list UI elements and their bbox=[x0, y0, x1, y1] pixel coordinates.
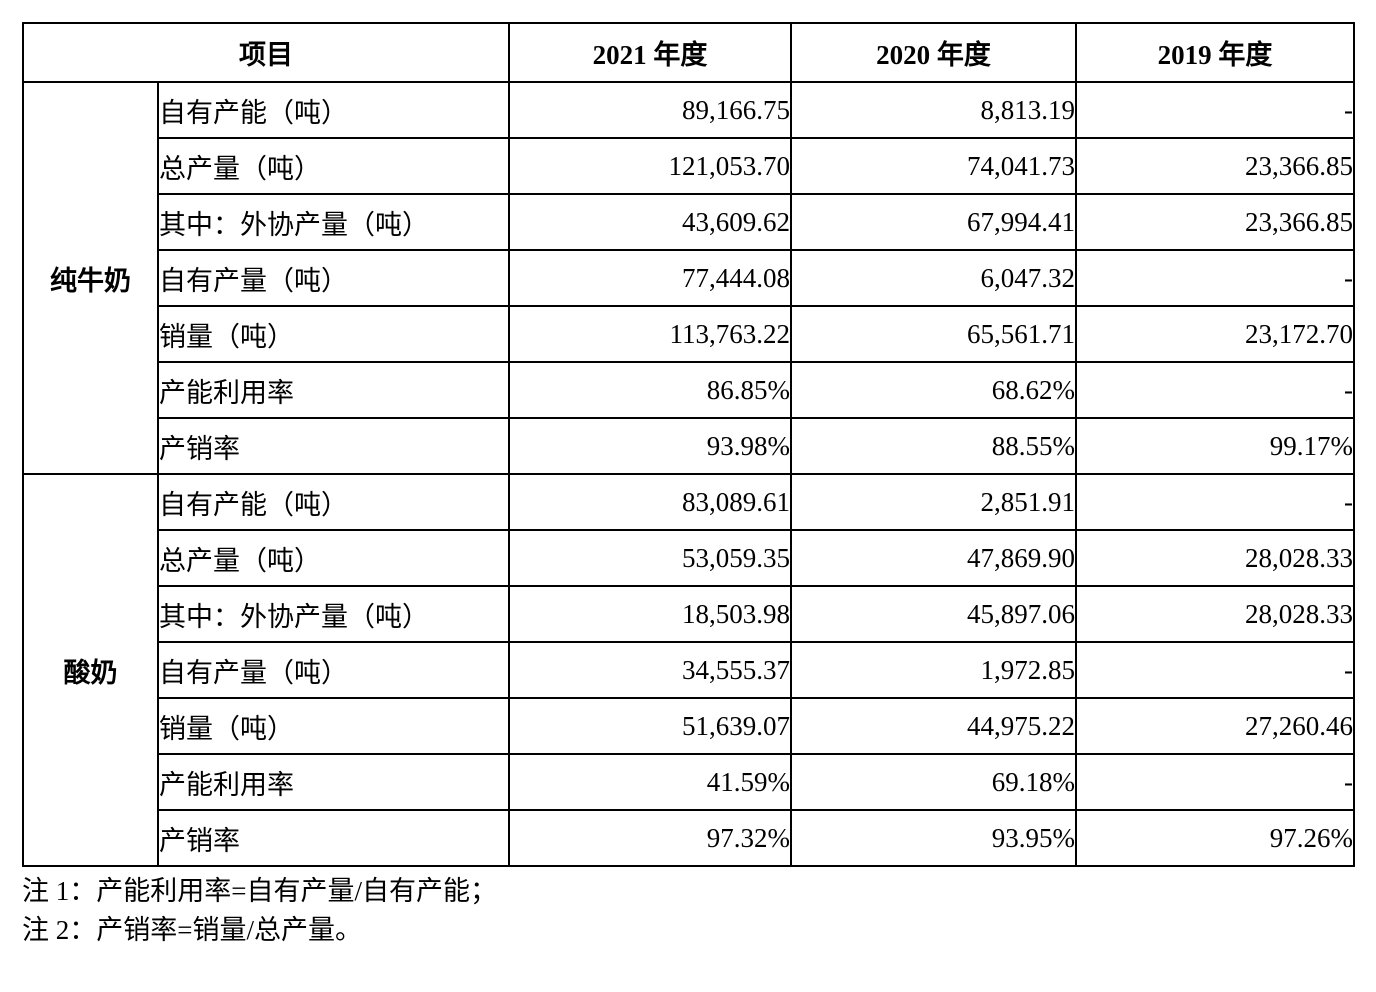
table-row: 销量（吨） 51,639.07 44,975.22 27,260.46 bbox=[23, 697, 1355, 755]
value-2019: - bbox=[1075, 641, 1355, 699]
group-label: 酸奶 bbox=[22, 473, 159, 867]
table-row: 总产量（吨） 53,059.35 47,869.90 28,028.33 bbox=[23, 529, 1355, 587]
value-2019: 23,172.70 bbox=[1075, 305, 1355, 363]
table-row: 产能利用率 86.85% 68.62% - bbox=[23, 361, 1355, 419]
value-2020: 44,975.22 bbox=[790, 697, 1077, 755]
value-2019: - bbox=[1075, 473, 1355, 531]
table-row: 自有产量（吨） 34,555.37 1,972.85- bbox=[23, 641, 1355, 699]
row-label: 销量（吨） bbox=[157, 305, 510, 363]
value-2020: 6,047.32 bbox=[790, 249, 1077, 307]
value-2020: 2,851.91 bbox=[790, 473, 1077, 531]
value-2020: 1,972.85 bbox=[790, 641, 1077, 699]
value-2021: 34,555.37 bbox=[508, 641, 792, 699]
row-label: 自有产量（吨） bbox=[157, 641, 510, 699]
value-2021: 53,059.35 bbox=[508, 529, 792, 587]
value-2020: 93.95% bbox=[790, 809, 1077, 867]
table-row: 其中：外协产量（吨） 43,609.62 67,994.41 23,366.85 bbox=[23, 193, 1355, 251]
value-2021: 97.32% bbox=[508, 809, 792, 867]
col-header-2021: 2021 年度 bbox=[508, 22, 792, 83]
value-2021: 113,763.22 bbox=[508, 305, 792, 363]
value-2019: - bbox=[1075, 361, 1355, 419]
production-sales-table: 项目 2021 年度 2020 年度 2019 年度 纯牛奶 自有产能（吨） 89,… bbox=[22, 22, 1355, 867]
table-row: 纯牛奶 自有产能（吨） 89,166.75 8,813.19- bbox=[22, 81, 1355, 475]
row-label: 产能利用率 bbox=[157, 361, 510, 419]
row-label: 总产量（吨） bbox=[157, 529, 510, 587]
value-2021: 93.98% bbox=[508, 417, 792, 475]
value-2020: 65,561.71 bbox=[790, 305, 1077, 363]
value-2020: 69.18% bbox=[790, 753, 1077, 811]
value-2021: 41.59% bbox=[508, 753, 792, 811]
row-label: 总产量（吨） bbox=[157, 137, 510, 195]
value-2019: 28,028.33 bbox=[1075, 529, 1355, 587]
value-2021: 18,503.98 bbox=[508, 585, 792, 643]
value-2019: 28,028.33 bbox=[1075, 585, 1355, 643]
row-label: 自有产量（吨） bbox=[157, 249, 510, 307]
value-2020: 68.62% bbox=[790, 361, 1077, 419]
table-header-row: 项目 2021 年度 2020 年度 2019 年度 bbox=[22, 22, 1355, 83]
table-row: 产销率 93.98% 88.55% 99.17% bbox=[23, 417, 1355, 475]
value-2019: 99.17% bbox=[1075, 417, 1355, 475]
value-2021: 86.85% bbox=[508, 361, 792, 419]
col-header-2019: 2019 年度 bbox=[1075, 22, 1355, 83]
table-row: 自有产量（吨） 77,444.08 6,047.32- bbox=[23, 249, 1355, 307]
table-row: 总产量（吨） 121,053.70 74,041.73 23,366.85 bbox=[23, 137, 1355, 195]
row-label: 产能利用率 bbox=[157, 753, 510, 811]
row-label: 自有产能（吨） bbox=[157, 81, 510, 139]
table-row: 销量（吨） 113,763.22 65,561.71 23,172.70 bbox=[23, 305, 1355, 363]
row-label: 其中：外协产量（吨） bbox=[157, 193, 510, 251]
value-2021: 83,089.61 bbox=[508, 473, 792, 531]
value-2019: 97.26% bbox=[1075, 809, 1355, 867]
value-2020: 8,813.19 bbox=[790, 81, 1077, 139]
value-2021: 121,053.70 bbox=[508, 137, 792, 195]
table-header: 项目 2021 年度 2020 年度 2019 年度 bbox=[22, 22, 1355, 83]
table-row: 产销率 97.32% 93.95% 97.26% bbox=[23, 809, 1355, 867]
value-2019: 23,366.85 bbox=[1075, 137, 1355, 195]
value-2019: - bbox=[1075, 249, 1355, 307]
footnotes: 注 1：产能利用率=自有产量/自有产能； 注 2：产销率=销量/总产量。 bbox=[22, 872, 1353, 950]
row-label: 自有产能（吨） bbox=[157, 473, 510, 531]
note-line: 注 1：产能利用率=自有产量/自有产能； bbox=[22, 876, 497, 906]
value-2021: 89,166.75 bbox=[508, 81, 792, 139]
value-2020: 45,897.06 bbox=[790, 585, 1077, 643]
note-line: 注 2：产销率=销量/总产量。 bbox=[22, 915, 362, 945]
value-2019: 23,366.85 bbox=[1075, 193, 1355, 251]
value-2021: 77,444.08 bbox=[508, 249, 792, 307]
row-label: 其中：外协产量（吨） bbox=[157, 585, 510, 643]
value-2019: 27,260.46 bbox=[1075, 697, 1355, 755]
value-2019: - bbox=[1075, 81, 1355, 139]
value-2021: 51,639.07 bbox=[508, 697, 792, 755]
table-body: 纯牛奶 自有产能（吨） 89,166.75 8,813.19- 总产量（吨） 121,05… bbox=[22, 81, 1355, 867]
col-header-item: 项目 bbox=[22, 22, 510, 83]
value-2020: 88.55% bbox=[790, 417, 1077, 475]
row-label: 销量（吨） bbox=[157, 697, 510, 755]
value-2019: - bbox=[1075, 753, 1355, 811]
col-header-2020: 2020 年度 bbox=[790, 22, 1077, 83]
value-2020: 67,994.41 bbox=[790, 193, 1077, 251]
value-2020: 74,041.73 bbox=[790, 137, 1077, 195]
row-label: 产销率 bbox=[157, 809, 510, 867]
document-page: 项目 2021 年度 2020 年度 2019 年度 纯牛奶 自有产能（吨） 89,… bbox=[22, 22, 1355, 950]
value-2021: 43,609.62 bbox=[508, 193, 792, 251]
group-label: 纯牛奶 bbox=[22, 81, 159, 475]
table-row: 产能利用率 41.59% 69.18% - bbox=[23, 753, 1355, 811]
table-row: 酸奶 自有产能（吨） 83,089.61 2,851.91- bbox=[22, 473, 1355, 867]
value-2020: 47,869.90 bbox=[790, 529, 1077, 587]
table-row: 其中：外协产量（吨） 18,503.98 45,897.06 28,028.33 bbox=[23, 585, 1355, 643]
row-label: 产销率 bbox=[157, 417, 510, 475]
